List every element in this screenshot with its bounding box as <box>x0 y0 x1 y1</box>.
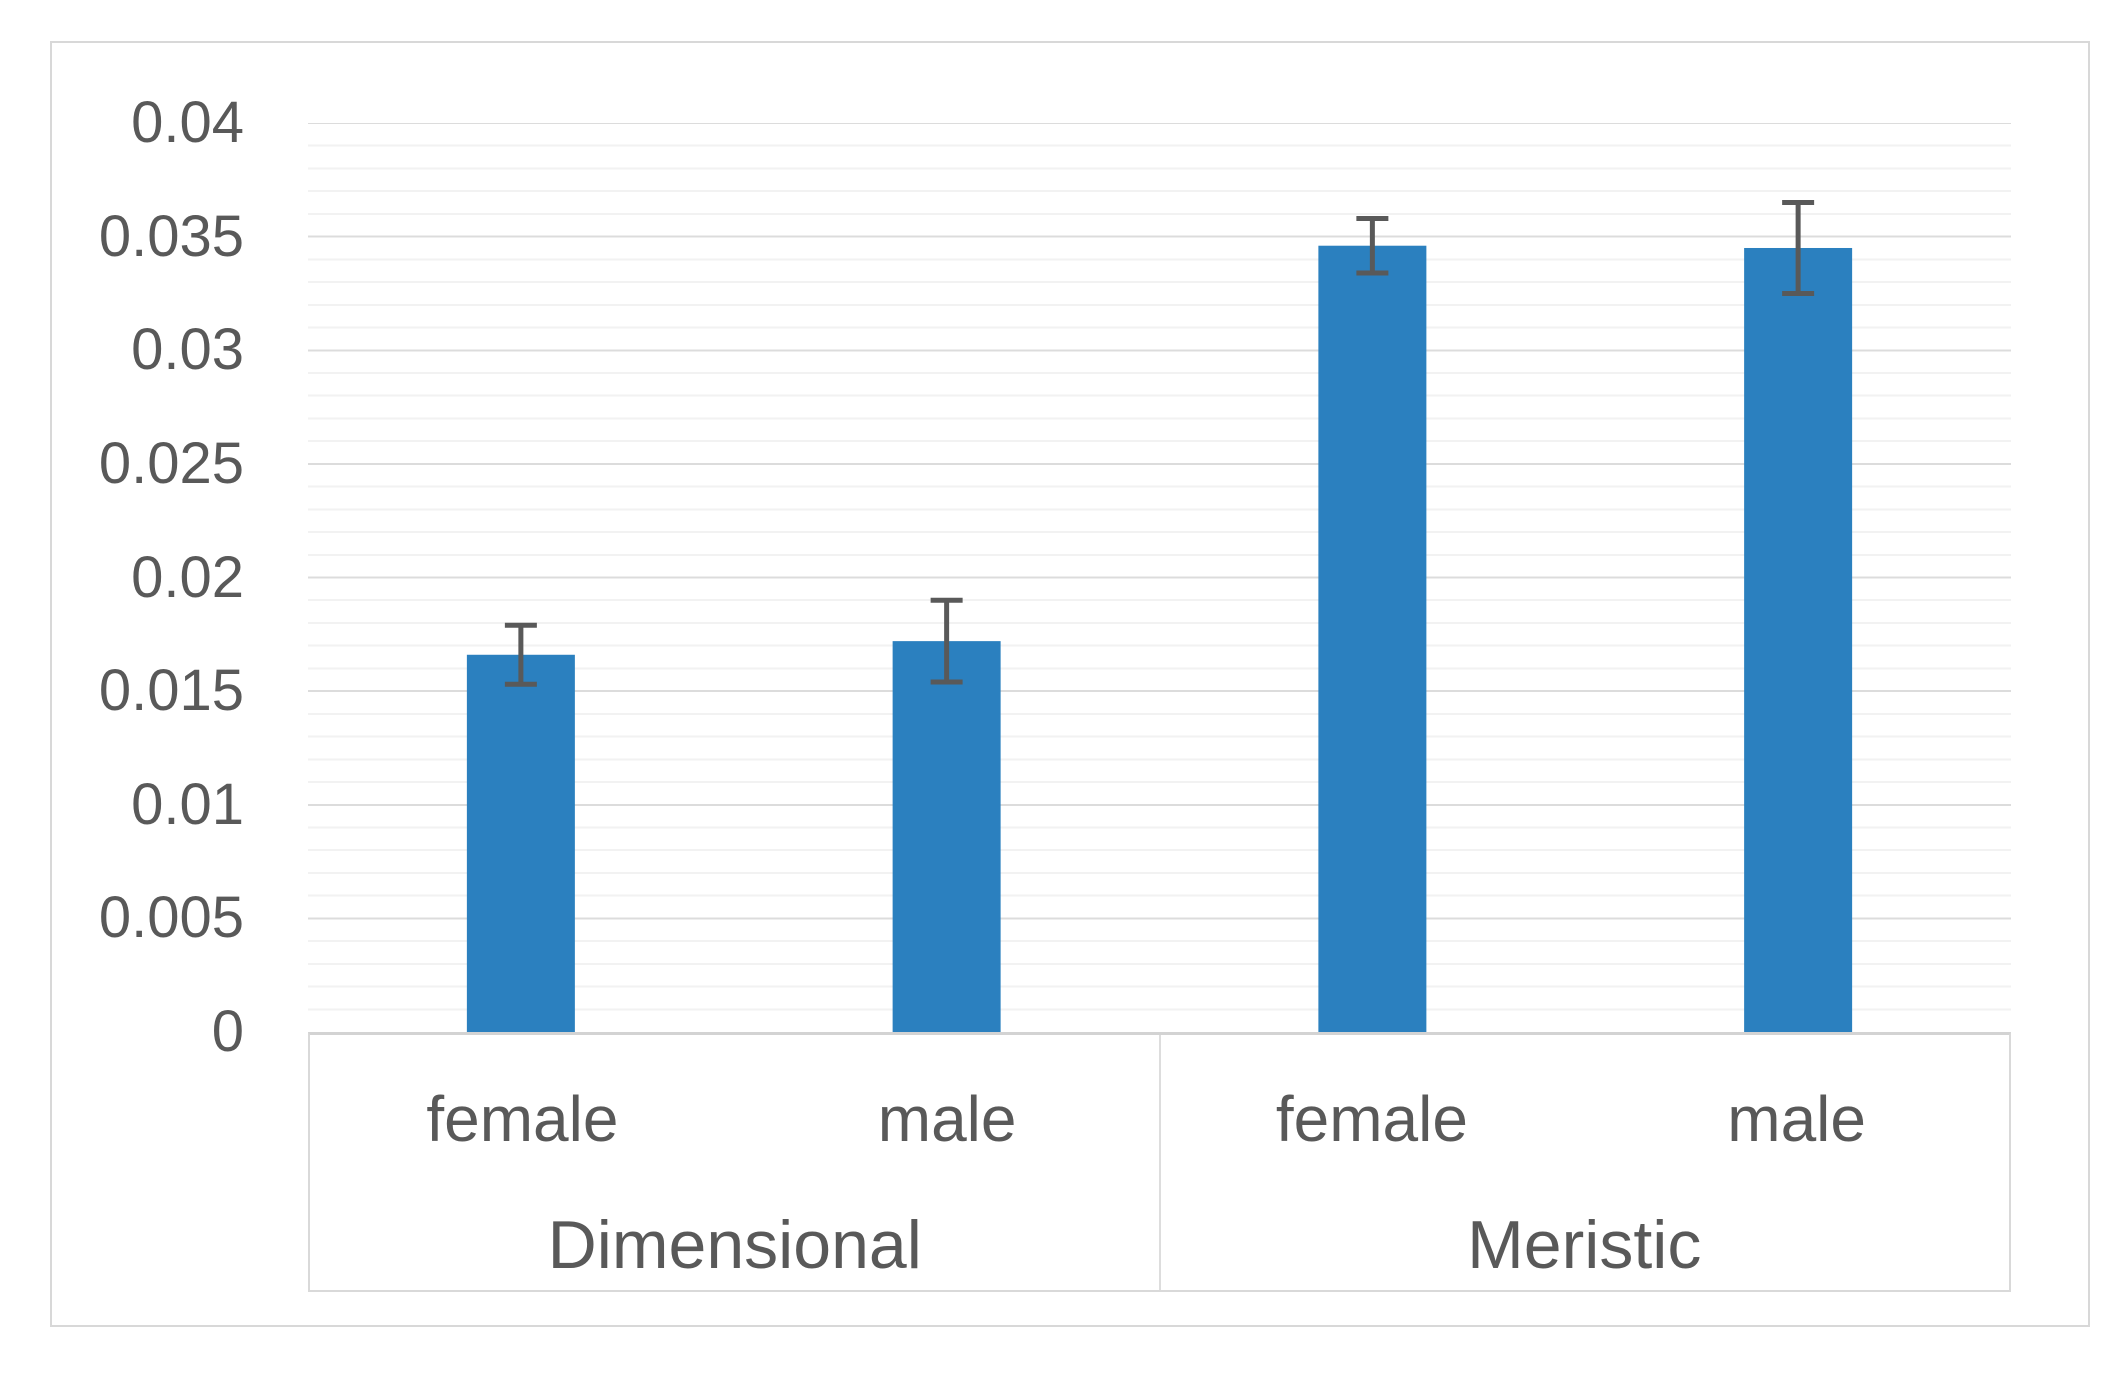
y-tick-label: 0.015 <box>98 658 244 724</box>
category-label-dimensional-male: male <box>877 1083 1017 1155</box>
y-tick-label: 0.04 <box>131 90 244 155</box>
category-label-meristic-male: male <box>1727 1083 1866 1155</box>
error-bar-dimensional-female <box>504 622 537 687</box>
group-label-meristic: Meristic <box>1467 1207 1702 1283</box>
category-label-meristic-female: female <box>1275 1083 1468 1155</box>
y-tick-label: 0.02 <box>131 544 244 610</box>
bar-dimensional-male <box>892 641 1001 1032</box>
y-tick-label: 0.01 <box>131 771 244 837</box>
y-tick-label: 0.035 <box>98 203 244 269</box>
x-axis-category-box: female male female male Dimensional Meristic <box>308 1032 2011 1292</box>
group-label-dimensional: Dimensional <box>547 1207 922 1283</box>
bar-meristic-male <box>1744 247 1853 1032</box>
y-tick-label: 0.025 <box>98 430 244 496</box>
y-tick-label: 0.03 <box>131 317 244 383</box>
y-tick-label: 0 <box>211 999 244 1064</box>
bar-meristic-female <box>1318 245 1427 1032</box>
category-label-dimensional-female: female <box>426 1083 619 1155</box>
error-bar-meristic-male <box>1782 200 1815 296</box>
y-tick-label: 0.005 <box>98 885 244 951</box>
group-divider-line <box>1158 1035 1161 1290</box>
error-bar-meristic-female <box>1356 215 1389 276</box>
bar-dimensional-female <box>466 654 575 1032</box>
error-bar-dimensional-male <box>930 597 963 685</box>
plot-area <box>308 123 2011 1032</box>
